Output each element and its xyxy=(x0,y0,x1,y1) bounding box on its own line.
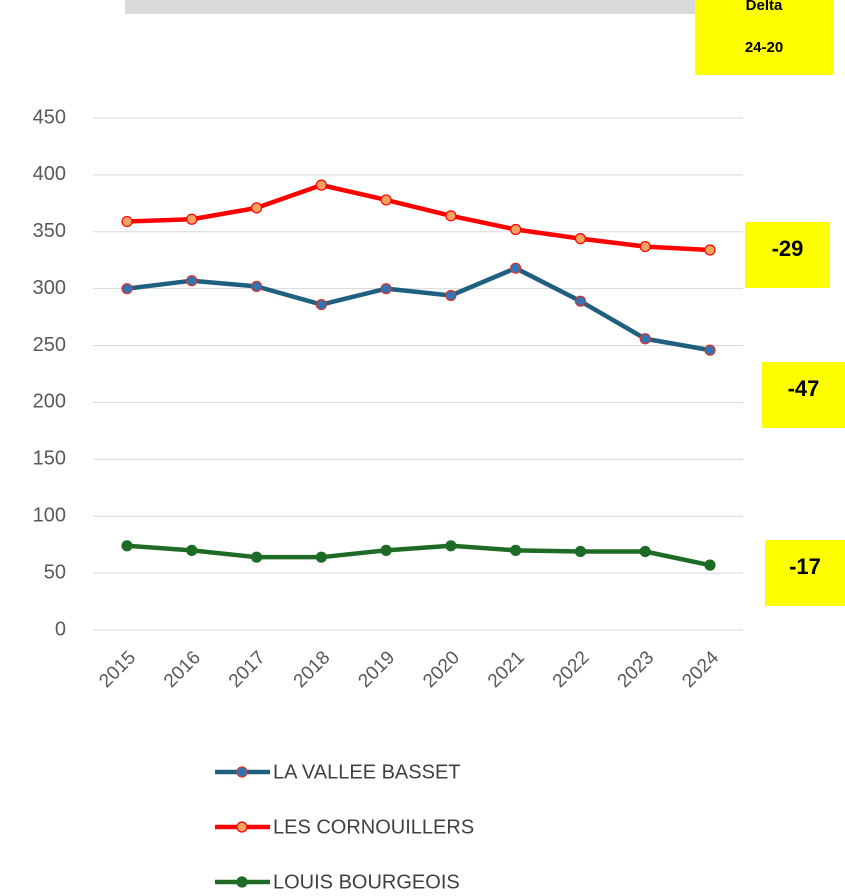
y-tick-label: 300 xyxy=(33,277,66,299)
delta-label: -29 xyxy=(772,236,804,261)
x-tick-label: 2023 xyxy=(614,647,659,692)
marker xyxy=(574,545,587,558)
legend-label: LA VALLEE BASSET xyxy=(273,761,461,783)
y-tick-label: 400 xyxy=(33,163,66,185)
marker xyxy=(315,179,327,191)
marker xyxy=(250,280,263,292)
marker xyxy=(380,544,392,556)
header-bar xyxy=(125,0,695,14)
marker xyxy=(380,283,392,295)
marker xyxy=(315,551,327,563)
marker xyxy=(704,244,716,256)
marker xyxy=(380,194,392,206)
marker xyxy=(574,295,587,307)
marker xyxy=(121,215,133,228)
y-tick-label: 100 xyxy=(33,505,66,527)
x-tick-label: 2021 xyxy=(484,647,529,692)
marker xyxy=(639,333,651,345)
delta-box xyxy=(745,222,830,288)
marker xyxy=(121,283,133,295)
series-line xyxy=(126,182,711,253)
marker xyxy=(186,544,198,556)
legend-marker xyxy=(236,766,248,778)
delta-label: -47 xyxy=(788,376,820,401)
marker xyxy=(639,240,651,253)
marker xyxy=(510,544,522,556)
marker xyxy=(704,559,716,571)
marker xyxy=(510,262,522,274)
legend-label: LOUIS BOURGEOIS xyxy=(273,871,460,893)
x-tick-label: 2019 xyxy=(354,647,399,692)
x-tick-label: 2015 xyxy=(95,647,140,692)
marker xyxy=(445,210,457,222)
y-tick-label: 450 xyxy=(33,106,66,128)
x-tick-label: 2022 xyxy=(549,647,594,692)
x-tick-label: 2020 xyxy=(419,647,464,692)
delta-box xyxy=(762,362,845,428)
marker xyxy=(186,213,198,225)
marker xyxy=(121,540,133,552)
y-tick-label: 50 xyxy=(44,561,66,583)
x-tick-label: 2018 xyxy=(290,647,335,692)
marker xyxy=(445,289,457,302)
series-line xyxy=(126,543,711,568)
y-tick-label: 350 xyxy=(33,220,66,242)
x-tick-label: 2017 xyxy=(225,647,270,692)
x-tick-label: 2016 xyxy=(160,647,205,692)
y-tick-label: 200 xyxy=(33,391,66,413)
y-tick-label: 0 xyxy=(55,618,66,640)
marker xyxy=(639,545,651,558)
header-text: 24-20 xyxy=(745,39,783,56)
marker xyxy=(186,275,198,287)
legend-label: LES CORNOUILLERS xyxy=(273,816,474,838)
delta-label: -17 xyxy=(789,554,821,579)
marker xyxy=(250,202,263,214)
x-tick-label: 2024 xyxy=(678,647,723,692)
marker xyxy=(445,540,457,552)
marker xyxy=(704,344,716,356)
marker xyxy=(250,551,263,563)
delta-box xyxy=(765,540,845,606)
y-tick-label: 150 xyxy=(33,448,66,470)
legend-marker xyxy=(236,821,248,833)
marker xyxy=(574,233,587,245)
y-tick-label: 250 xyxy=(33,334,66,356)
series-line xyxy=(126,265,711,353)
legend-marker xyxy=(236,876,248,888)
header-box xyxy=(695,0,833,75)
marker xyxy=(510,223,522,236)
marker xyxy=(315,298,327,311)
header-text: Delta xyxy=(746,0,783,14)
